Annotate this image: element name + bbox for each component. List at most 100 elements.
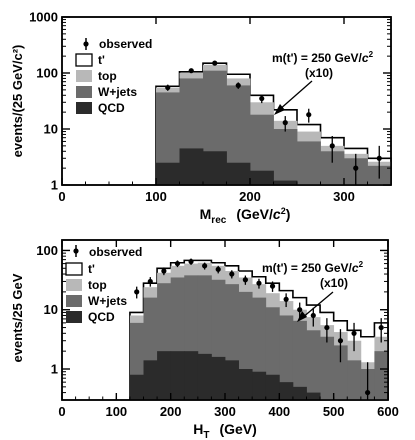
observed-point — [242, 275, 248, 285]
legend-entry-wjets: W+jets — [76, 85, 137, 99]
annotation-scale: (x10) — [320, 276, 348, 290]
annotation-arrow — [274, 80, 313, 115]
hist-bar — [347, 360, 362, 400]
hist-bar — [179, 148, 204, 185]
series-qcd — [156, 148, 298, 185]
x-tick-label: 100 — [105, 404, 127, 419]
annotation-mass: m(t') = 250 GeV/c2 — [272, 50, 374, 65]
hist-bar — [306, 392, 321, 400]
hist-bar — [211, 356, 226, 400]
hist-bar — [265, 374, 280, 400]
svg-text:top: top — [98, 69, 117, 83]
hist-bar — [252, 371, 267, 400]
observed-point — [147, 277, 153, 287]
legend-entry-top: top — [76, 69, 117, 83]
observed-point — [256, 278, 262, 289]
x-axis-label: HT (GeV) — [193, 421, 257, 440]
legend: observed t' top W+jets QCD — [65, 245, 142, 324]
legend: observed t' top W+jets QCD — [75, 37, 152, 115]
svg-text:t': t' — [88, 262, 95, 276]
hist-bar — [170, 351, 185, 400]
x-tick-label: 600 — [377, 404, 399, 419]
y-tick-label: 10 — [44, 122, 58, 137]
hist-bar — [157, 351, 172, 400]
legend-entry-tprime: t' — [75, 53, 105, 67]
y-tick-label: 100 — [36, 66, 58, 81]
x-tick-label: 0 — [58, 404, 65, 419]
observed-point — [306, 108, 312, 123]
y-tick-label: 10 — [44, 302, 58, 317]
observed-point — [229, 270, 235, 279]
hist-bar — [297, 141, 321, 185]
x-tick-label: 300 — [214, 404, 236, 419]
observed-point — [165, 84, 171, 91]
hist-bar — [273, 180, 298, 185]
hist-bar — [292, 386, 307, 400]
svg-text:W+jets: W+jets — [88, 294, 127, 308]
observed-point — [134, 286, 140, 299]
hist-bar — [320, 336, 335, 400]
observed-point — [376, 145, 382, 179]
legend-entry-wjets: W+jets — [66, 294, 127, 308]
hist-bar — [279, 315, 294, 400]
hist-bar — [225, 360, 239, 400]
observed-point — [324, 318, 330, 343]
legend-entry-observed: observed — [73, 245, 142, 259]
legend-entry-qcd: QCD — [76, 101, 125, 115]
annotation-mass: m(t') = 250 GeV/c2 — [262, 260, 364, 275]
x-axis-label: Mrec (GeV/c2) — [200, 206, 291, 226]
x-tick-label: 400 — [268, 404, 290, 419]
y-tick-label: 100 — [36, 243, 58, 258]
observed-point — [337, 329, 344, 363]
observed-point — [235, 82, 241, 89]
x-tick-label: 500 — [323, 404, 345, 419]
svg-text:t': t' — [98, 53, 105, 67]
observed-point — [215, 265, 221, 274]
legend-entry-observed: observed — [83, 37, 152, 51]
svg-text:QCD: QCD — [98, 101, 125, 115]
y-tick-label: 1 — [51, 362, 58, 377]
hist-bar — [226, 85, 251, 185]
hist-bar — [279, 382, 294, 400]
observed-point — [174, 260, 181, 268]
hist-bar — [184, 351, 199, 400]
x-tick-label: 100 — [145, 189, 167, 204]
y-tick-label: 1 — [51, 178, 58, 193]
observed-point — [378, 318, 384, 343]
hist-bar — [203, 151, 227, 185]
hist-bar — [238, 369, 253, 400]
hist-bar — [273, 129, 298, 185]
hist-bar — [374, 351, 389, 400]
observed-point — [282, 116, 288, 132]
observed-point — [259, 94, 265, 104]
observed-point — [329, 136, 335, 163]
series-qcd — [129, 351, 321, 400]
hist-bar — [333, 345, 348, 400]
hist-bar — [306, 330, 321, 400]
x-tick-label: 200 — [160, 404, 182, 419]
legend-entry-tprime: t' — [65, 262, 95, 276]
observed-point — [283, 293, 289, 308]
legend-entry-qcd: QCD — [66, 310, 115, 324]
observed-point — [188, 258, 194, 265]
annotation-scale: (x10) — [305, 66, 333, 80]
hist-bar — [197, 353, 212, 400]
hist-bar — [226, 162, 251, 185]
annotation-arrow — [297, 291, 334, 322]
y-axis-label: events/25 GeV — [10, 273, 25, 362]
observed-point — [161, 267, 167, 276]
hist-bar — [250, 170, 274, 185]
svg-text:W+jets: W+jets — [98, 85, 137, 99]
hist-bar — [320, 151, 345, 185]
hist-bar — [250, 114, 274, 185]
svg-text:observed: observed — [89, 245, 142, 259]
observed-point — [188, 68, 194, 74]
svg-text:observed: observed — [99, 37, 152, 51]
observed-point — [269, 281, 276, 292]
observed-point — [351, 322, 357, 352]
y-axis-label: events/(25 GeV/c²) — [10, 45, 25, 158]
observed-point — [202, 262, 208, 270]
